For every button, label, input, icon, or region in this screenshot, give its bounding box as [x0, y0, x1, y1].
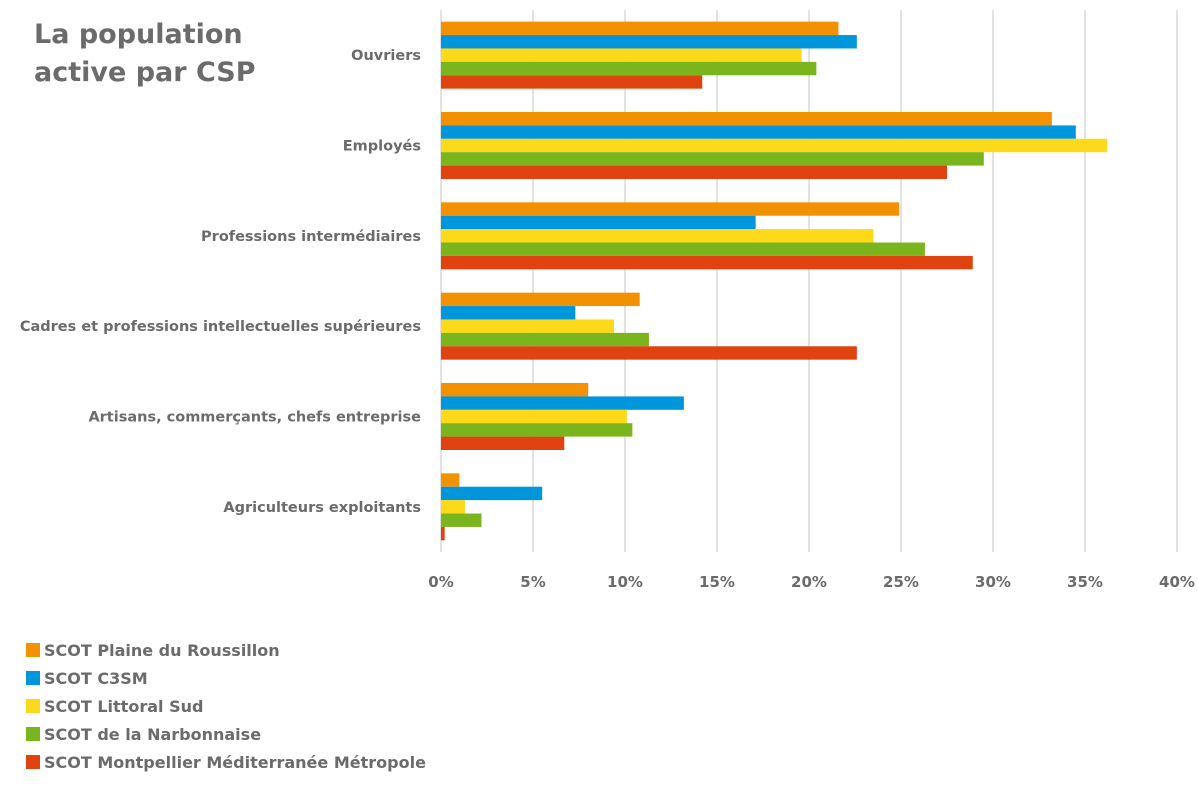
x-tick-label-5: 25%	[883, 573, 919, 591]
bar-4-1	[441, 396, 684, 410]
legend-label-3: SCOT de la Narbonnaise	[44, 724, 262, 744]
bar-3-2	[441, 319, 614, 333]
legend-label-4: SCOT Montpellier Méditerranée Métropole	[44, 752, 426, 772]
bar-4-4	[441, 436, 565, 450]
legend: SCOT Plaine du Roussillon SCOT C3SM SCOT L…	[26, 636, 726, 776]
bar-1-4	[441, 165, 947, 179]
bar-4-2	[441, 409, 627, 424]
bar-4-0	[441, 383, 589, 397]
bar-1-1	[441, 125, 1076, 139]
x-axis-tick-labels: 0% 5% 10% 15% 20% 25% 30% 35% 40%	[428, 573, 1195, 591]
legend-item-4: SCOT Montpellier Méditerranée Métropole	[26, 748, 726, 776]
bar-5-2	[441, 500, 465, 514]
bar-0-3	[441, 61, 817, 76]
bar-2-1	[441, 215, 756, 230]
bar-0-4	[441, 75, 703, 89]
bar-3-3	[441, 332, 649, 347]
legend-label-1: SCOT C3SM	[44, 668, 148, 688]
x-tick-label-4: 20%	[791, 573, 827, 591]
bar-0-2	[441, 48, 802, 62]
category-label-2: Professions intermédiaires	[201, 229, 421, 245]
bar-chart: Ouvriers Employés Professions intermédiair…	[20, 10, 1195, 591]
bar-3-0	[441, 292, 640, 307]
bar-5-4	[441, 526, 445, 541]
bar-0-1	[441, 35, 857, 49]
legend-swatch-4	[26, 755, 40, 769]
category-label-0: Ouvriers	[351, 48, 421, 64]
bar-2-3	[441, 242, 925, 256]
legend-swatch-3	[26, 727, 40, 741]
legend-label-0: SCOT Plaine du Roussillon	[44, 640, 280, 660]
legend-item-1: SCOT C3SM	[26, 664, 726, 692]
bars	[441, 21, 1108, 541]
bar-2-2	[441, 229, 874, 243]
x-tick-label-3: 15%	[699, 573, 735, 591]
legend-item-3: SCOT de la Narbonnaise	[26, 720, 726, 748]
category-label-5: Agriculteurs exploitants	[223, 500, 421, 516]
category-label-3: Cadres et professions intellectuelles su…	[20, 319, 421, 335]
legend-item-0: SCOT Plaine du Roussillon	[26, 636, 726, 664]
x-tick-label-7: 35%	[1067, 573, 1103, 591]
legend-item-2: SCOT Littoral Sud	[26, 692, 726, 720]
bar-0-0	[441, 21, 839, 36]
chart-title: La population active par CSP	[34, 19, 256, 88]
legend-label-2: SCOT Littoral Sud	[44, 696, 204, 716]
legend-swatch-0	[26, 643, 40, 657]
x-tick-label-6: 30%	[975, 573, 1011, 591]
bar-5-1	[441, 486, 543, 501]
grid-lines	[440, 10, 1178, 552]
x-tick-label-8: 40%	[1159, 573, 1195, 591]
bar-1-0	[441, 112, 1052, 126]
bar-3-4	[441, 346, 857, 360]
bar-3-1	[441, 306, 576, 320]
category-label-1: Employés	[343, 139, 421, 155]
bar-2-4	[441, 255, 973, 270]
bar-2-0	[441, 202, 900, 216]
bar-1-2	[441, 138, 1108, 153]
bar-5-0	[441, 473, 460, 487]
x-tick-label-1: 5%	[520, 573, 545, 591]
bar-1-3	[441, 152, 984, 166]
legend-swatch-1	[26, 671, 40, 685]
x-tick-label-2: 10%	[607, 573, 643, 591]
category-labels: Ouvriers Employés Professions intermédiair…	[20, 48, 421, 516]
x-tick-label-0: 0%	[428, 573, 453, 591]
bar-4-3	[441, 423, 633, 437]
legend-swatch-2	[26, 699, 40, 713]
bar-5-3	[441, 513, 482, 527]
category-label-4: Artisans, commerçants, chefs entreprise	[88, 410, 421, 426]
